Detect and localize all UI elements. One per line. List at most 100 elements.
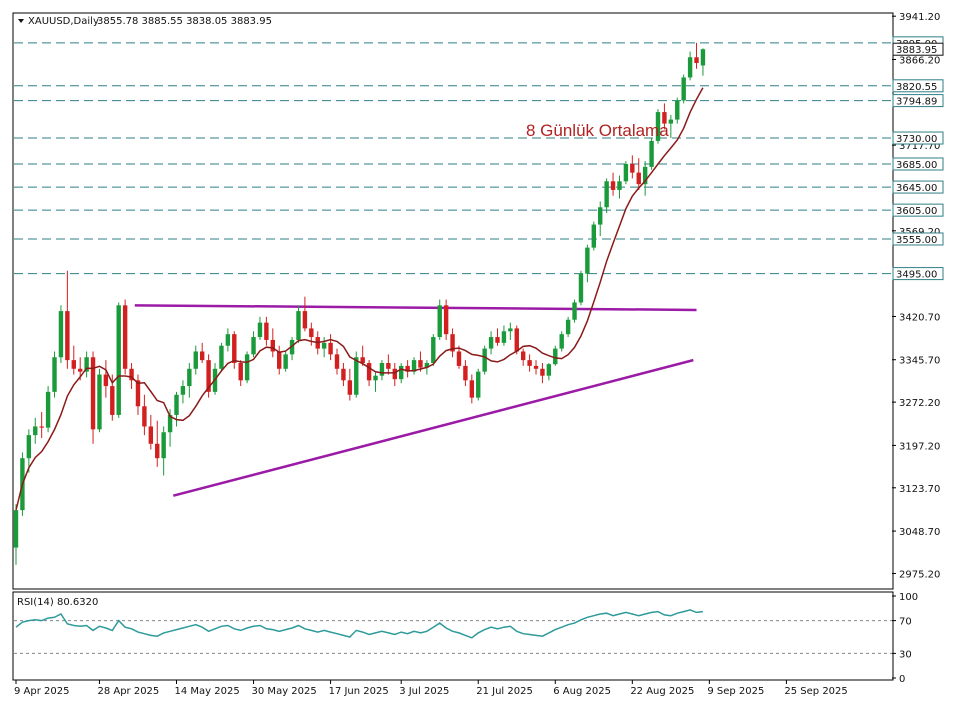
candle-body <box>514 328 519 352</box>
time-tick-label: 25 Sep 2025 <box>784 686 847 697</box>
triangle-down-icon[interactable] <box>18 19 24 23</box>
candle <box>354 351 359 398</box>
level-tag: 3605.00 <box>892 203 944 217</box>
candle-body <box>392 368 397 380</box>
candle <box>129 363 134 389</box>
candle-body <box>161 432 166 459</box>
price-tick-label: 3123.70 <box>899 484 940 495</box>
candle <box>90 351 96 444</box>
candle <box>399 363 404 384</box>
candle-body <box>540 368 545 376</box>
candle-body <box>135 380 141 407</box>
ma8-line <box>15 87 704 511</box>
candle <box>321 337 327 358</box>
candle-body <box>565 319 571 335</box>
candle <box>289 337 295 361</box>
price-tick-label: 3866.20 <box>899 55 940 66</box>
candle-body <box>694 57 699 64</box>
rsi-tick-label: 0 <box>899 674 905 685</box>
candle-body <box>418 360 423 368</box>
candle-body <box>289 339 295 355</box>
level-tag-label: 3820.55 <box>896 82 937 93</box>
candle <box>58 305 64 364</box>
candle <box>443 299 449 340</box>
candle-body <box>630 163 635 173</box>
candle-body <box>604 181 609 208</box>
candle-body <box>687 57 693 78</box>
candle-body <box>501 331 507 343</box>
candle-body <box>662 112 667 124</box>
candle-body <box>174 394 179 415</box>
candle-body <box>58 311 64 358</box>
candle-body <box>251 337 256 355</box>
candle <box>591 221 596 251</box>
candle-body <box>155 443 160 459</box>
candle-body <box>379 363 385 376</box>
candle <box>482 345 487 375</box>
candle-body <box>373 375 378 381</box>
candle-body <box>97 374 102 430</box>
candle-body <box>431 337 436 364</box>
candle <box>488 331 494 355</box>
candle-body <box>399 365 404 380</box>
candle-body <box>328 342 333 355</box>
rsi-tick-label: 30 <box>899 649 912 660</box>
candle-body <box>456 351 462 366</box>
candle <box>155 420 160 467</box>
level-tag: 3820.55 <box>892 79 944 93</box>
price-tick-label: 3272.20 <box>899 398 940 409</box>
candle <box>366 360 372 387</box>
candle <box>26 429 32 473</box>
candle <box>540 363 545 384</box>
ohlc-values: 3855.78 3885.55 3838.05 3883.95 <box>97 16 272 27</box>
candle-body <box>559 334 564 349</box>
candle <box>469 374 475 404</box>
level-tag-label: 3495.00 <box>896 270 937 281</box>
candle <box>668 114 674 139</box>
candle-body <box>520 351 526 361</box>
candle <box>193 345 198 375</box>
candle <box>514 325 519 355</box>
candle <box>598 201 603 237</box>
price-axis: 3941.20 3866.20 3717.70 3569.20 3420.70 3345.… <box>892 12 944 580</box>
candle-body <box>341 368 346 381</box>
candle <box>334 348 340 375</box>
price-tick-label: 3345.70 <box>899 356 940 367</box>
candle-body <box>33 426 38 436</box>
candle <box>437 299 442 340</box>
level-tag-box <box>892 232 944 246</box>
level-tag-label: 3883.95 <box>896 45 937 56</box>
candle <box>456 345 462 369</box>
price-tick-label: 3569.20 <box>899 227 940 238</box>
candle <box>533 360 539 375</box>
candle-body <box>199 351 205 361</box>
candle <box>694 42 699 69</box>
candle <box>148 414 154 450</box>
candle <box>225 328 231 352</box>
candle <box>116 302 121 418</box>
candle <box>431 334 436 366</box>
candle <box>681 74 686 104</box>
candle <box>546 363 552 381</box>
candle <box>675 97 680 124</box>
time-tick-label: 21 Jul 2025 <box>476 686 533 697</box>
time-tick-label: 28 Apr 2025 <box>97 686 159 697</box>
candle-body <box>309 328 314 338</box>
candle-body <box>443 305 449 335</box>
candle <box>520 348 526 366</box>
candle <box>379 360 385 381</box>
candle <box>585 244 590 283</box>
candle-body <box>553 348 558 365</box>
candle-body <box>110 386 115 415</box>
candle-body <box>508 328 513 332</box>
candle <box>572 299 577 323</box>
candle-body <box>527 360 532 366</box>
candle-body <box>610 181 616 190</box>
price-tick-label: 3048.70 <box>899 527 940 538</box>
time-tick-label: 3 Jul 2025 <box>399 686 449 697</box>
candle-body <box>642 166 648 185</box>
level-tag: 3883.95 <box>892 42 944 56</box>
candle-body <box>142 406 147 427</box>
candle-body <box>675 100 680 120</box>
candle <box>251 331 256 358</box>
